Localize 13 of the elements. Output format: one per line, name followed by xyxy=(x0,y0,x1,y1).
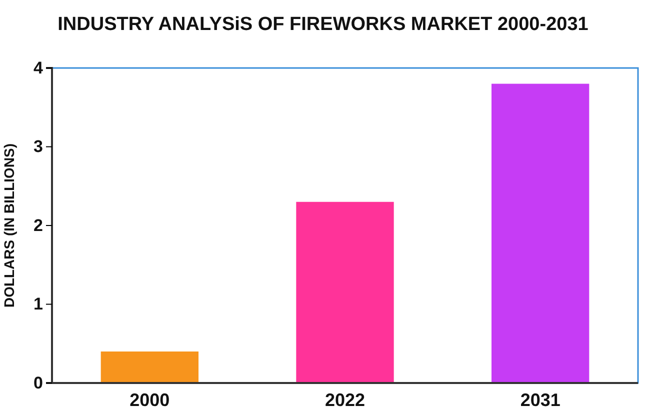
chart-title: INDUSTRY ANALYSiS OF FIREWORKS MARKET 2000-2031 xyxy=(58,14,589,35)
y-tick-label: 4 xyxy=(34,58,44,78)
y-tick-label: 0 xyxy=(34,373,43,392)
bar xyxy=(296,202,394,383)
bar xyxy=(100,352,198,383)
x-tick-label: 2000 xyxy=(130,390,170,410)
y-tick-label: 3 xyxy=(34,137,43,156)
x-tick-label: 2031 xyxy=(520,390,560,410)
y-tick-label: 2 xyxy=(34,216,43,235)
y-tick-label: 1 xyxy=(34,294,43,314)
y-axis-title: DOLLARS (IN BILLIONS) xyxy=(1,143,17,308)
bar xyxy=(492,84,590,383)
x-tick-label: 2022 xyxy=(324,390,366,410)
